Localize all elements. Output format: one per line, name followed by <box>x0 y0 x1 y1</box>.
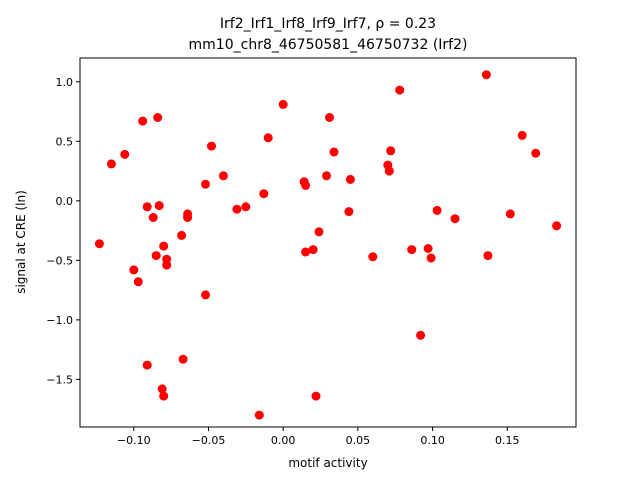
x-axis-ticks: −0.10 −0.05 0.00 0.05 0.10 0.15 <box>117 427 520 447</box>
points-layer <box>94 70 562 420</box>
x-tick-label: −0.10 <box>117 434 151 447</box>
data-point <box>423 244 433 253</box>
data-point <box>151 251 161 261</box>
data-point <box>450 214 460 224</box>
data-point <box>142 202 152 212</box>
data-point <box>329 147 339 157</box>
data-point <box>311 391 321 401</box>
data-point <box>201 179 210 189</box>
data-point <box>218 171 228 181</box>
x-tick-label: 0.15 <box>495 434 520 447</box>
data-point <box>241 202 251 212</box>
data-point <box>183 213 193 222</box>
y-axis-ticks: −1.5 −1.0 −0.5 0.0 0.5 1.0 <box>46 76 80 386</box>
data-point <box>426 253 436 263</box>
data-point <box>505 209 515 219</box>
data-point <box>162 260 172 270</box>
x-tick-label: 0.00 <box>271 434 296 447</box>
data-point <box>106 159 116 169</box>
data-point <box>120 149 130 159</box>
y-tick-label: 0.5 <box>56 135 74 148</box>
chart-title-line-2: mm10_chr8_46750581_46750732 (Irf2) <box>189 37 468 53</box>
data-point <box>178 354 188 364</box>
data-point <box>314 227 324 237</box>
data-point <box>207 141 216 151</box>
data-point <box>94 239 104 249</box>
data-point <box>517 130 527 140</box>
data-point <box>368 252 378 262</box>
data-point <box>278 99 288 109</box>
data-point <box>263 133 273 143</box>
data-point <box>301 247 311 257</box>
data-point <box>325 113 334 122</box>
data-point <box>407 245 417 255</box>
data-point <box>432 205 442 215</box>
plot-area-frame <box>79 57 577 428</box>
data-point <box>138 116 148 126</box>
data-point <box>322 171 331 181</box>
data-point <box>552 221 562 231</box>
data-point <box>232 204 242 214</box>
data-point <box>157 384 167 394</box>
data-point <box>531 148 541 158</box>
chart-title-line-1: Irf2_Irf1_Irf8_Irf9_Irf7, ρ = 0.23 <box>220 16 436 32</box>
data-point <box>133 277 143 287</box>
y-tick-label: −1.0 <box>46 314 73 327</box>
data-point <box>483 251 493 261</box>
data-point <box>154 201 164 211</box>
y-axis-label: signal at CRE (ln) <box>14 190 28 294</box>
data-point <box>148 213 158 222</box>
y-tick-label: 0.0 <box>56 195 74 208</box>
data-point <box>308 245 318 255</box>
data-point <box>159 391 169 401</box>
data-point <box>259 189 269 199</box>
x-tick-label: 0.05 <box>346 434 371 447</box>
data-point <box>386 146 396 156</box>
data-point <box>254 410 264 420</box>
data-point <box>201 290 210 300</box>
data-point <box>416 330 426 340</box>
data-point <box>153 113 163 122</box>
data-point <box>159 241 169 251</box>
data-point <box>142 360 152 370</box>
x-tick-label: −0.05 <box>192 434 226 447</box>
data-point <box>129 265 139 275</box>
data-point <box>301 180 311 190</box>
data-point <box>384 166 394 176</box>
data-point <box>395 85 405 95</box>
y-tick-label: −0.5 <box>46 254 73 267</box>
data-point <box>345 174 355 184</box>
x-axis-label: motif activity <box>288 456 367 470</box>
y-tick-label: −1.5 <box>46 373 73 386</box>
y-tick-label: 1.0 <box>56 76 74 89</box>
data-point <box>344 207 354 217</box>
data-point <box>177 230 187 240</box>
x-tick-label: 0.10 <box>420 434 445 447</box>
data-point <box>481 70 491 80</box>
